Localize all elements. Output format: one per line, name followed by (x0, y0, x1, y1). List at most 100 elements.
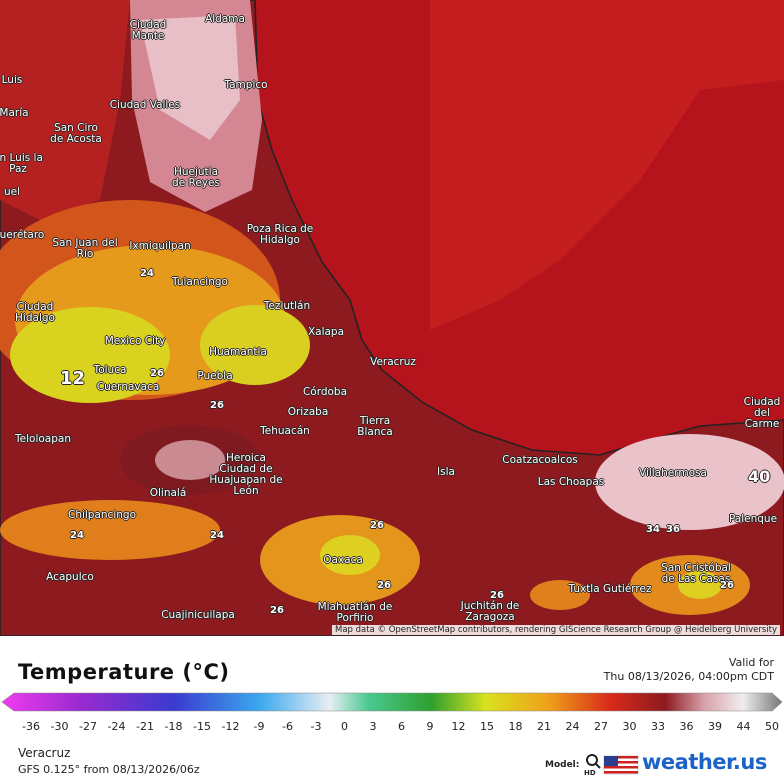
city-label: uerétaro (0, 229, 45, 241)
city-label: Tehuacán (260, 425, 310, 437)
city-label: San Cristóbal de Las Casas (661, 562, 731, 585)
contour-label: 26 (720, 580, 734, 591)
city-label: uel (3, 186, 21, 198)
terrain-cool (155, 440, 225, 480)
contour-label: 40 (748, 467, 771, 486)
city-label: Heroica Ciudad de Huajuapan de León (209, 452, 283, 497)
colorbar-tick-label: 0 (341, 720, 348, 733)
valid-value: Thu 08/13/2026, 04:00pm CDT (603, 670, 774, 683)
colorbar-tick-label: 36 (679, 720, 694, 733)
city-label: Mexico City (104, 335, 166, 347)
city-label: Oaxaca (323, 554, 363, 566)
city-label: Cuajinicuilapa (161, 609, 235, 621)
colorbar-tick-label: 50 (765, 720, 779, 733)
city-label: María (0, 107, 29, 119)
city-label: Ciudad Hidalgo (15, 301, 55, 324)
city-label: Ciudad del Carme (743, 396, 781, 430)
logo-icons (586, 754, 639, 775)
contour-label: 24 (210, 530, 224, 541)
city-label: Chilpancingo (67, 509, 136, 521)
colorbar-tick-label: 33 (651, 720, 665, 733)
colorbar-tick-label: 30 (622, 720, 637, 733)
city-label: Teziutlán (263, 300, 311, 312)
terrain-cool-yellow (678, 571, 722, 599)
attribution: Map data © OpenStreetMap contributors, r… (332, 625, 780, 635)
city-label: Poza Rica de Hidalgo (246, 223, 314, 246)
colorbar-tick-label: -15 (193, 720, 211, 733)
valid-time: Valid for Thu 08/13/2026, 04:00pm CDT (604, 656, 774, 684)
city-label: Palenque (728, 513, 778, 525)
colorbar-tick-label: -30 (50, 720, 69, 733)
colorbar-ramp (1, 692, 783, 712)
city-label: Tierra Blanca (357, 415, 393, 438)
contour-label: 26 (210, 400, 224, 411)
city-label: Tulancingo (172, 276, 228, 288)
colorbar-tick-label: 18 (508, 720, 523, 733)
city-label: Coatzacoalcos (502, 454, 578, 466)
city-label: San Juan del Río (52, 237, 118, 260)
colorbar-tick-label: 44 (736, 720, 751, 733)
colorbar-tick-label: 24 (565, 720, 580, 733)
title: Temperature (°C) (18, 660, 230, 684)
city-label: an Luis la Paz (0, 152, 43, 175)
city-label: Ciudad Mante (129, 19, 167, 42)
colorbar-tick-label: 9 (426, 720, 434, 733)
contour-label: 36 (666, 524, 680, 535)
colorbar (1, 692, 783, 712)
contour-label: 26 (370, 520, 384, 531)
colorbar-tick-label: -6 (282, 720, 293, 733)
city-label: Isla (437, 466, 455, 478)
city-label: Tuxtla Gutiérrez (568, 583, 652, 595)
colorbar-tick-label: 15 (480, 720, 494, 733)
city-label: Tampico (224, 79, 268, 91)
colorbar-tick-label: -3 (310, 720, 322, 733)
city-label: Ciudad Valles (109, 99, 181, 111)
contour-label: 24 (140, 268, 154, 279)
city-label: Cuernavaca (96, 381, 160, 393)
colorbar-tick-label: -21 (136, 720, 154, 733)
map (0, 0, 784, 636)
contour-label: 34 (646, 524, 660, 535)
valid-label: Valid for (728, 656, 774, 669)
contour-label: 26 (490, 590, 504, 601)
terrain-cool-yellow (10, 307, 170, 403)
city-label: Orizaba (287, 406, 329, 418)
terrain-mild (530, 580, 590, 610)
city-label: Huejutla de Reyes (172, 166, 220, 189)
model-run: GFS 0.125° from 08/13/2026/06z (18, 763, 200, 776)
city-label: Veracruz (370, 356, 416, 368)
city-label: Ixmiquilpan (129, 240, 191, 252)
colorbar-tick-label: -18 (164, 720, 183, 733)
colorbar-tick-label: -36 (22, 720, 40, 733)
contour-label: 12 (60, 368, 86, 389)
location: Veracruz (18, 746, 71, 760)
colorbar-tick-label: -12 (221, 720, 240, 733)
city-label: Aldama (205, 13, 245, 25)
city-label: Luis (1, 74, 23, 86)
hd-badge: HD (584, 769, 596, 777)
terrain-mild (0, 500, 220, 560)
city-label: San Ciro de Acosta (50, 122, 102, 145)
terrain (0, 0, 130, 220)
city-label: Teloloapan (15, 433, 71, 445)
city-label: Córdoba (302, 386, 348, 398)
colorbar-tick-label: -24 (107, 720, 126, 733)
colorbar-tick-label: 21 (537, 720, 551, 733)
city-label: Las Choapas (537, 476, 605, 488)
colorbar-tick-label: 12 (451, 720, 466, 733)
brand-logo[interactable]: weather.us (642, 750, 767, 774)
city-label: Olinalá (149, 487, 187, 499)
city-label: Miahuatlán de Porfirio (317, 601, 393, 624)
city-label: Juchitán de Zaragoza (460, 600, 520, 623)
colorbar-tick-label: 27 (594, 720, 608, 733)
city-label: Villahermosa (639, 467, 707, 479)
contour-label: 26 (270, 605, 284, 616)
contour-label: 24 (70, 530, 84, 541)
colorbar-tick-label: -27 (79, 720, 97, 733)
terrain-cool-yellow (200, 305, 310, 385)
terrain-cool (595, 434, 784, 530)
colorbar-tick-label: -9 (253, 720, 265, 733)
city-label: Huamantla (209, 346, 267, 358)
city-label: Toluca (93, 364, 127, 376)
